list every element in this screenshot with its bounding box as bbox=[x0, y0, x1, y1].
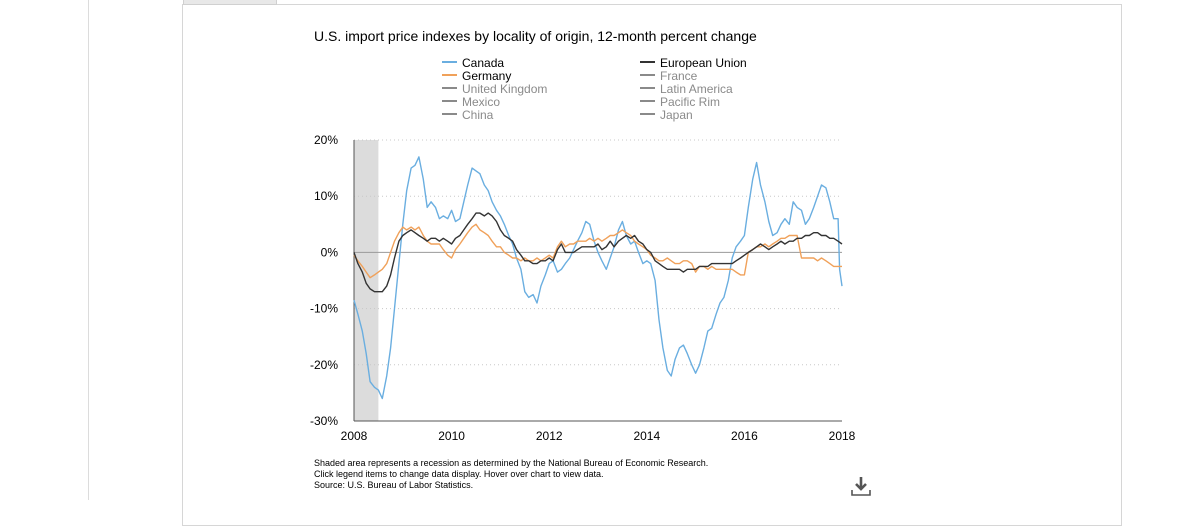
footnote-recession: Shaded area represents a recession as de… bbox=[314, 458, 709, 468]
legend-item-china[interactable]: China bbox=[442, 109, 493, 122]
legend-item-european-union[interactable]: European Union bbox=[640, 57, 747, 70]
legend-label: Mexico bbox=[462, 95, 501, 109]
recession-shading bbox=[354, 140, 379, 421]
legend-swatch bbox=[640, 60, 655, 63]
legend-label: France bbox=[660, 69, 698, 83]
x-tick-label: 2014 bbox=[633, 429, 660, 443]
legend-swatch bbox=[442, 73, 457, 76]
chart-footnotes: Shaded area represents a recession as de… bbox=[314, 458, 708, 491]
legend-swatch bbox=[640, 112, 655, 115]
legend-swatch bbox=[442, 86, 457, 89]
y-tick-label: -10% bbox=[310, 302, 338, 316]
legend-label: China bbox=[462, 108, 494, 122]
legend-item-france[interactable]: France bbox=[640, 70, 697, 83]
chart-title: U.S. import price indexes by locality of… bbox=[314, 28, 757, 44]
series-line-european-union bbox=[353, 212, 843, 293]
x-tick-label: 2008 bbox=[341, 429, 368, 443]
y-tick-label: 0% bbox=[321, 245, 339, 259]
legend-item-pacific-rim[interactable]: Pacific Rim bbox=[640, 96, 720, 109]
legend-item-mexico[interactable]: Mexico bbox=[442, 96, 500, 109]
legend-item-germany[interactable]: Germany bbox=[442, 70, 511, 83]
legend-swatch bbox=[640, 99, 655, 102]
legend-swatch bbox=[442, 60, 457, 63]
legend-label: United Kingdom bbox=[462, 82, 548, 96]
legend-label: Latin America bbox=[660, 82, 733, 96]
footnote-instructions: Click legend items to change data displa… bbox=[314, 469, 604, 479]
legend-label: Pacific Rim bbox=[660, 95, 721, 109]
footnote-source: Source: U.S. Bureau of Labor Statistics. bbox=[314, 480, 474, 490]
legend-label: European Union bbox=[660, 56, 747, 70]
legend-label: Japan bbox=[660, 108, 693, 122]
y-tick-label: 10% bbox=[314, 189, 338, 203]
legend-swatch bbox=[640, 73, 655, 76]
x-tick-label: 2010 bbox=[438, 429, 465, 443]
line-chart[interactable]: 20% 10% 0% -10% -20% -30%2008 2010 2012 2014 2016… bbox=[0, 0, 1192, 500]
x-tick-label: 2018 bbox=[829, 429, 856, 443]
legend-label: Germany bbox=[462, 69, 512, 83]
y-tick-label: 20% bbox=[314, 133, 338, 147]
legend-item-united-kingdom[interactable]: United Kingdom bbox=[442, 83, 547, 96]
legend-label: Canada bbox=[462, 56, 505, 70]
legend-item-japan[interactable]: Japan bbox=[640, 109, 693, 122]
legend-swatch bbox=[640, 86, 655, 89]
left-divider bbox=[88, 0, 89, 500]
x-tick-label: 2012 bbox=[536, 429, 563, 443]
tab-stub[interactable] bbox=[183, 0, 277, 5]
x-tick-label: 2016 bbox=[731, 429, 758, 443]
legend-swatch bbox=[442, 99, 457, 102]
legend-item-canada[interactable]: Canada bbox=[442, 57, 504, 70]
chart-panel bbox=[182, 4, 1122, 526]
y-tick-label: -30% bbox=[310, 414, 338, 428]
series-line-canada bbox=[353, 156, 843, 400]
legend-swatch bbox=[442, 112, 457, 115]
download-icon[interactable] bbox=[850, 475, 872, 497]
legend-item-latin-america[interactable]: Latin America bbox=[640, 83, 733, 96]
series-line-germany bbox=[353, 223, 842, 279]
y-tick-label: -20% bbox=[310, 358, 338, 372]
